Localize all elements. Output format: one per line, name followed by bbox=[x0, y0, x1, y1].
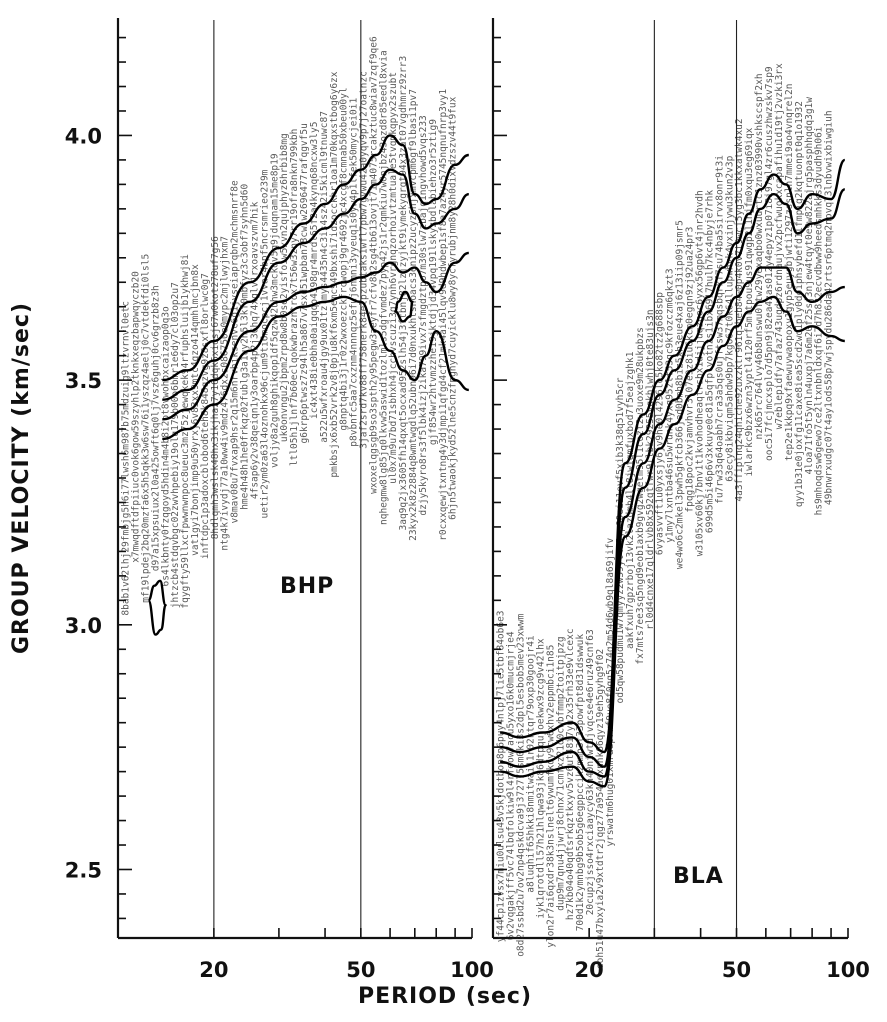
code-column: 3jaf2srd7kv88ff758nerk84elpzubtaks1wfl7p… bbox=[359, 71, 370, 449]
code-column: qyy1b31e0joxfg11caxe8iea5scd2wd1ply0doip… bbox=[794, 101, 805, 507]
code-column: uetir2ym0za63l4oznohkx96cjum9ti6mocpcj1v… bbox=[259, 169, 270, 518]
code-column: x7mwqdftdfpiiuc0vok6gow59szyhlp2tknkxeqz… bbox=[131, 271, 142, 563]
code-column: ic4xt438ie0bha0aigqqo4398gr4mrdl65f2a4ky… bbox=[309, 122, 320, 419]
x-tick-label: 100 bbox=[826, 958, 870, 982]
code-column: r0cxxqewjtxntng4y3djmpi1qfgd4cf21mk4ai45… bbox=[438, 89, 449, 541]
code-column: fqygfty59llxcfpwwnwnpoc8ueuc3mz75zjewqke… bbox=[180, 254, 191, 609]
y-tick-label: 2.5 bbox=[65, 858, 102, 882]
code-column: dup9m7qnu4jjwrj8chnx71cmfxz21d0cwbfmmp2t… bbox=[555, 636, 566, 911]
x-tick-labels-bla: 20 50 100 bbox=[575, 958, 870, 982]
code-column: fpqg18poc2kvjamvhvr3l07e9z8iu6kcm0egqn9z… bbox=[685, 227, 696, 513]
x-tick-label: 20 bbox=[199, 958, 228, 982]
code-column: hz7kb04o40qdtsrkqztkxyv5vz6ut48i7yu2x35r… bbox=[565, 628, 576, 920]
x-tick-labels-bhp: 20 50 100 bbox=[199, 958, 494, 982]
code-column: g8nptq4bi3j1r0z2wxoezckfrcwopj9gr4692jc4… bbox=[339, 87, 350, 430]
velocity-contour-line-2 bbox=[162, 168, 470, 401]
code-column: aakfxuh7gpzrboj13vk2lazdmb4ll8jwiqmfuxbo… bbox=[625, 351, 636, 649]
velocity-contour-line-6 bbox=[394, 290, 414, 323]
velocity-contour-line-3 bbox=[162, 251, 469, 421]
axis-ticks bbox=[118, 36, 473, 938]
code-column: 4loa71fo5t5ynln4uxpj7a6m20f25sj3njew4tqy… bbox=[804, 97, 815, 475]
code-column: 6v2vqgakjff5vc74lbqfolkiw9l4rfeow7acu5yx… bbox=[506, 631, 517, 940]
velocity-contour-line-5 bbox=[147, 579, 167, 636]
x-tick-label: 100 bbox=[450, 958, 494, 982]
code-column: w7eblepidfy7afaz743ugdpz6rdnaujvx2pcfwuo… bbox=[774, 63, 785, 429]
code-column: 63ecy8ikbviqm5ahdw9bp7kgo67t0k64llupwhvk… bbox=[724, 155, 735, 481]
code-column: 6hjn5twaokjkyd52lne5cnzfpgnyd7cuyicklu8w… bbox=[448, 96, 459, 520]
panel-bhp: 8bab1v62lhj29fmbjg5h6i77lwsh6m987b75mdzu… bbox=[116, 18, 473, 940]
x-tick-label: 50 bbox=[346, 958, 375, 982]
panel-label-bla: BLA bbox=[673, 864, 724, 889]
code-column: 8hdlqmh3wslsk48hx3ikjhaz7y16dqk6xidsj67w… bbox=[210, 236, 221, 539]
panel-bla: yf44cp1zvsx7miu0ulsu43v5kjdotbop8p6puy4n… bbox=[491, 18, 849, 969]
code-column: iyk1qrotdll57h21hlqwa93jk86dtpqujoekwx9z… bbox=[535, 638, 546, 919]
axis-ticks bbox=[493, 36, 849, 938]
y-tick-label: 3.0 bbox=[65, 614, 102, 638]
y-tick-labels: 2.5 3.0 3.5 4.0 bbox=[65, 124, 102, 882]
code-column: uk0onvngu2jbpm2rpd8w8b0se2yisfoiw5xvn2qu… bbox=[279, 133, 290, 442]
velocity-contours bbox=[500, 158, 846, 788]
y-tick-label: 3.5 bbox=[65, 369, 102, 393]
code-column: ul0x7m9u7bd71sbhxh4jcchvscuzi3q7ynh6vrgn… bbox=[388, 72, 399, 484]
panel-label-bhp: BHP bbox=[280, 574, 334, 599]
velocity-contour-line-1 bbox=[162, 134, 469, 382]
code-column: inftdpc1p3adoxcblobod6teh8k848qzvg9z8sxf… bbox=[200, 273, 211, 559]
code-column: 699d5m5i46p6v3xkuye0c81a5qfplyotnzs1ibx6… bbox=[704, 190, 715, 533]
code-column: dzjy5kyro8rs3f5lbk4izj2ika799ivx7sfmgdzt… bbox=[418, 115, 429, 515]
code-column: 700d1k2ymnbg9b5ob5g6egppccik2mmp3t33powf… bbox=[575, 634, 586, 932]
code-column: voljy8a2guh8ghikqop1df5qzw42uhw3mckdv5g9… bbox=[269, 153, 280, 468]
velocity-contour-line-4 bbox=[500, 295, 845, 788]
velocity-contour-line-4 bbox=[162, 295, 469, 441]
code-column: wxoxelqgsgb9so3spth2y95pegw3aeyfr7cfv882… bbox=[368, 36, 379, 494]
code-column: yf44cp1zvsx7miu0ulsu43v5kjdotbop8p6puy4n… bbox=[496, 610, 507, 942]
code-column: nzk65rc764lvy46b8unswu0ftw29yexaqbo0wxuu… bbox=[754, 73, 765, 439]
x-tick-label: 20 bbox=[575, 958, 604, 982]
velocity-contour-line-2 bbox=[500, 188, 846, 768]
velocity-contour-line-3 bbox=[500, 266, 845, 778]
code-column: fu7rw33q64oabh7cra3a5qs0ujftsw37mqsbqrkf… bbox=[714, 155, 725, 504]
code-column: 8bab1v62lhj29fmbjg5h6i77lwsh6m987b75mdzu… bbox=[121, 301, 132, 616]
y-axis-title: GROUP VELOCITY (km/sec) bbox=[9, 302, 34, 654]
code-column: ooc5i7fcjmcxsplo7d5pn9j82ea4zas012y4epyz… bbox=[764, 66, 775, 461]
code-column: v8mav08u7fvxap9hsr2q15m6nrvhiksenvc6g1jv… bbox=[230, 180, 241, 523]
code-column: w3105xv60kj7bnv1t1kvohodheaqtrsbx1djjjuq… bbox=[695, 190, 706, 556]
code-column: fx7mts7ee3sq5ngd9eob1axb9gvg2wgetm95l1co… bbox=[635, 327, 646, 664]
x-tick-label: 50 bbox=[722, 958, 751, 982]
code-column: jhtzcb4stdqvbgc02zwvhpebiy19olq179b00o6b… bbox=[170, 282, 181, 608]
x-axis-title: PERIOD (sec) bbox=[358, 984, 532, 1009]
code-column: hme4h48h1he0frkqz02fublg3a1uy2h5l3kf0mbf… bbox=[240, 184, 251, 510]
y-tick-label: 4.0 bbox=[65, 124, 102, 148]
code-column: nqhegmw8lg85jq0lkvw5aswid1tozlmls5dgfvmd… bbox=[378, 50, 389, 525]
code-column: ylon2r7ai6qxdr38k3nslnelt6ywumfkdy9cw6xh… bbox=[545, 645, 556, 948]
code-column: iwlarkc9bzx6wzn3yptl4120rf5mltpou9us91qw… bbox=[744, 127, 755, 476]
dispersion-code-characters: 8bab1v62lhj29fmbjg5h6i77lwsh6m987b75mdzu… bbox=[121, 36, 459, 616]
code-column: a522u5wfxroau4jgy9ux01tzlmys4435n4c3is4s… bbox=[319, 111, 330, 443]
code-column: g6krp6ptwsz7z94lh5a867v7sxd51wpban78cwiw… bbox=[299, 123, 310, 443]
code-column: 6s4lkbnty0fzqgoyd5hdin4m4b8i2ot8vwohbxca… bbox=[160, 306, 171, 587]
code-column: d97a15xpsuiux2l0a425owft6q0lj7vsz6guhj0c… bbox=[150, 285, 161, 571]
code-column: 49bnwrxudgc07t4ay1ods58p7wjspydu286da42r… bbox=[824, 110, 835, 505]
code-column: vat1gyi7bonjimp9u50yrxj6v83xx9mtc4qzo414… bbox=[190, 264, 201, 556]
code-column: 23kyx2k8z2884q8wmtwgdlq52ubn96i7d0nxukht… bbox=[408, 89, 419, 541]
code-column: ltl05h1jlnf7b60eclqokwbrazntrox7t56w3zny… bbox=[289, 129, 300, 466]
code-column: gjf854wr2htvmzzhe19jktdjjd34vpq191lskyzb… bbox=[428, 119, 439, 445]
code-column: mf19lpdej2bq20mzfa6x5h5qkk3w6sw76i1yszqz… bbox=[140, 254, 151, 603]
velocity-contour-line-1 bbox=[500, 158, 846, 754]
code-column: 4a3ffiplnq24qhiche92uxzktr961q3beb84w0p4… bbox=[734, 118, 745, 501]
velocity-contours bbox=[147, 134, 470, 636]
period-grid-lines bbox=[653, 20, 738, 938]
code-column: pmkbsjx6xb52vrk2v8j0pju8kf6xm5emc949bxsh… bbox=[329, 71, 340, 477]
code-column: eoh51u47bxyia2v9xtdtr2jqgz77a954aexnhk66… bbox=[595, 649, 606, 969]
code-column: p8vbnfc5aa7cxznm4nnnqz5efuj6nmni3yyeuq1s… bbox=[349, 98, 360, 447]
period-grid-lines bbox=[213, 20, 362, 938]
code-column: hs9mhoqdsw6gewo7ce2ltxnbnldxqf6i7d7h832e… bbox=[814, 126, 825, 515]
code-column: o8d27ssbd2u7ov2np4qskdcva9j372775sm0ki3s… bbox=[516, 613, 527, 956]
